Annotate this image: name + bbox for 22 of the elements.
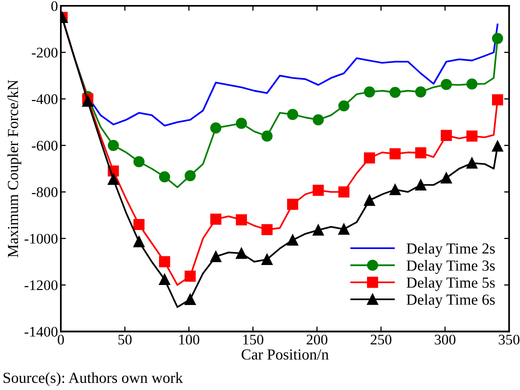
y-tick-label: -1400	[24, 326, 58, 337]
y-tick-label: -400	[32, 94, 58, 104]
legend-label: Delay Time 5s	[406, 277, 495, 291]
y-tick-label: -1200	[24, 280, 58, 290]
legend-label: Delay Time 2s	[406, 242, 495, 257]
y-tick-label: 0	[51, 1, 58, 12]
x-tick-label: 50	[118, 334, 132, 345]
legend-label: Delay Time 3s	[406, 260, 495, 274]
x-tick-label: 300	[434, 334, 456, 345]
y-tick-label: -800	[32, 187, 58, 198]
y-tick-label: -200	[32, 48, 58, 58]
source-note: Source(s): Authors own work	[4, 372, 183, 386]
y-tick-label: -600	[32, 140, 58, 151]
legend-label: Delay Time 6s	[406, 294, 495, 308]
x-tick-label: 150	[243, 334, 264, 345]
x-axis-title: Car Position/n	[242, 349, 329, 360]
x-tick-label: 350	[498, 334, 520, 345]
x-tick-label: 100	[179, 334, 200, 345]
x-tick-label: 200	[306, 334, 328, 345]
x-tick-label: 250	[370, 334, 392, 345]
y-axis-title: Maximum Coupler Force/kN	[7, 80, 22, 258]
y-tick-label: -1000	[24, 234, 58, 244]
